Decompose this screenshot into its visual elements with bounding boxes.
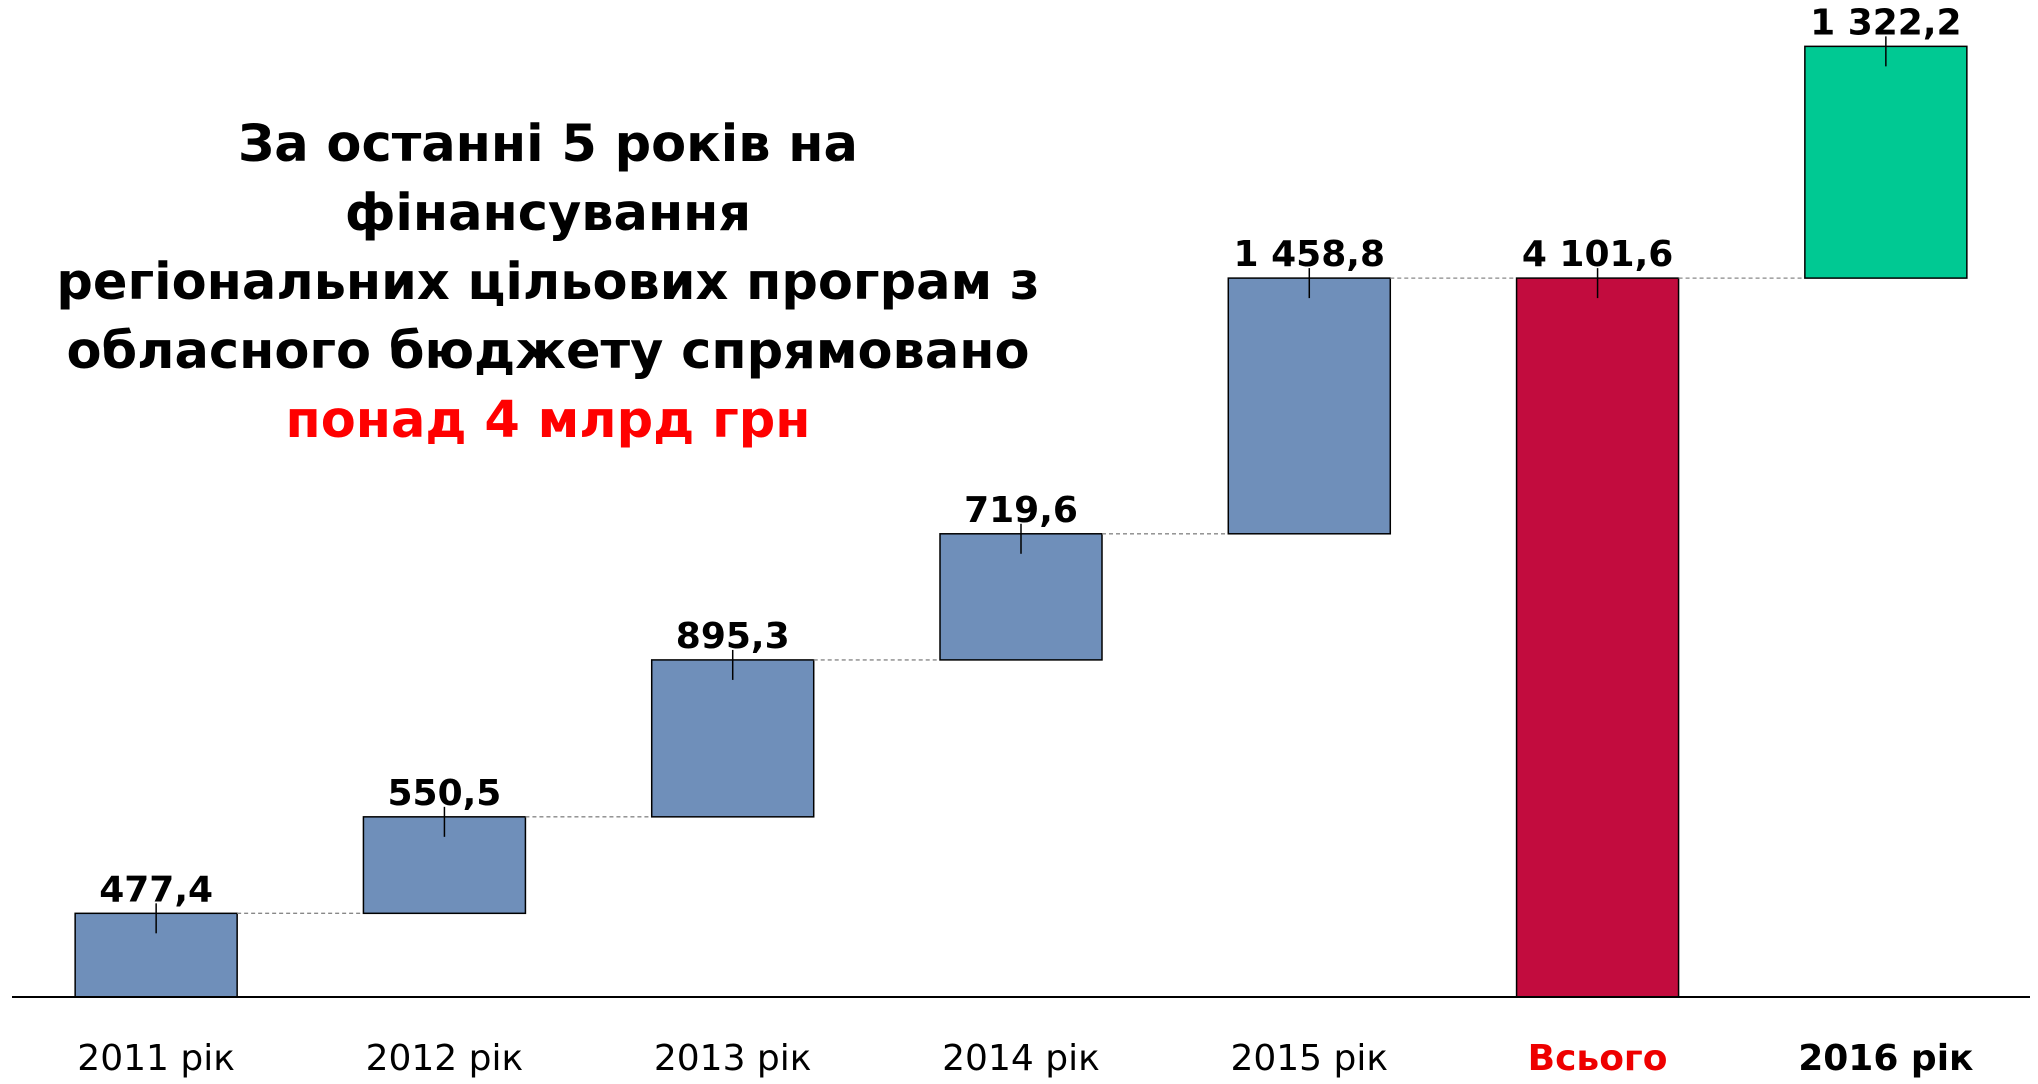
title-line: За останні 5 років на фінансування [238, 115, 858, 243]
value-label: 719,6 [964, 490, 1078, 531]
title: За останні 5 років на фінансування регіон… [28, 110, 1068, 455]
x-tick-label: 2011 рік [77, 1038, 235, 1079]
x-tick-label: 2014 рік [942, 1038, 1100, 1079]
title-line: регіональних цільових програм з [56, 253, 1040, 312]
value-label: 1 458,8 [1234, 234, 1385, 275]
bar [650, 659, 815, 818]
x-tick-label: 2012 рік [366, 1038, 524, 1079]
x-tick-label: 2016 рік [1798, 1038, 1973, 1079]
value-label: 4 101,6 [1522, 234, 1673, 275]
value-label: 477,4 [99, 869, 213, 910]
title-highlight: понад 4 млрд грн [285, 391, 811, 450]
x-tick-label: Всього [1528, 1038, 1668, 1079]
bar [1515, 277, 1680, 998]
x-tick-label: 2015 рік [1230, 1038, 1388, 1079]
bar [1804, 45, 1968, 279]
value-label: 895,3 [676, 616, 790, 657]
value-label: 1 322,2 [1810, 2, 1961, 43]
title-line: обласного бюджету спрямовано [66, 322, 1030, 381]
x-tick-label: 2013 рік [654, 1038, 812, 1079]
value-label: 550,5 [387, 773, 501, 814]
bar [1227, 277, 1392, 535]
